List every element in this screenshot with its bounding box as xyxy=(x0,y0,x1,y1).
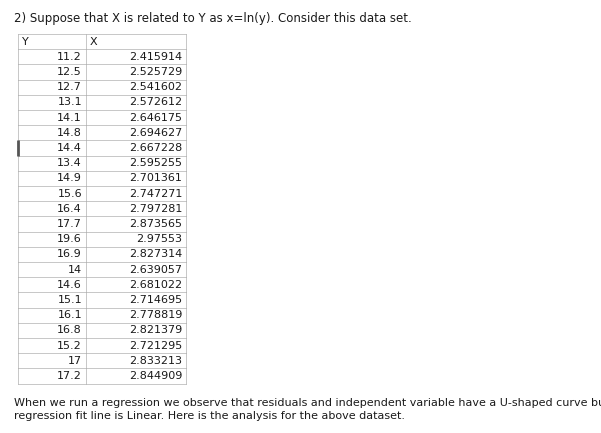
Text: 16.4: 16.4 xyxy=(57,204,82,214)
Text: 2.681022: 2.681022 xyxy=(129,280,182,290)
Text: 15.2: 15.2 xyxy=(57,341,82,351)
Text: 2.646175: 2.646175 xyxy=(129,113,182,123)
Text: 2.873565: 2.873565 xyxy=(129,219,182,229)
Text: 14.6: 14.6 xyxy=(57,280,82,290)
Text: 12.5: 12.5 xyxy=(57,67,82,77)
Text: 13.4: 13.4 xyxy=(57,158,82,168)
Text: 14.1: 14.1 xyxy=(57,113,82,123)
Text: 17.7: 17.7 xyxy=(57,219,82,229)
Text: 17: 17 xyxy=(68,356,82,366)
Text: 13.1: 13.1 xyxy=(57,97,82,107)
Text: 2.667228: 2.667228 xyxy=(129,143,182,153)
Text: X: X xyxy=(90,37,97,47)
Text: 2.778819: 2.778819 xyxy=(129,310,182,320)
Text: 2.415914: 2.415914 xyxy=(129,52,182,62)
Text: 14.9: 14.9 xyxy=(57,173,82,184)
Text: 19.6: 19.6 xyxy=(57,234,82,244)
Text: 2) Suppose that X is related to Y as x=ln(y). Consider this data set.: 2) Suppose that X is related to Y as x=l… xyxy=(14,12,412,25)
Text: 16.9: 16.9 xyxy=(57,249,82,259)
Text: 16.8: 16.8 xyxy=(57,326,82,336)
Text: 2.721295: 2.721295 xyxy=(129,341,182,351)
Text: Y: Y xyxy=(22,37,29,47)
Text: 2.541602: 2.541602 xyxy=(129,82,182,92)
Text: regression fit line is Linear. Here is the analysis for the above dataset.: regression fit line is Linear. Here is t… xyxy=(14,410,405,420)
Text: 2.639057: 2.639057 xyxy=(129,265,182,275)
Text: 2.844909: 2.844909 xyxy=(129,371,182,381)
Text: 2.595255: 2.595255 xyxy=(129,158,182,168)
Text: When we run a regression we observe that residuals and independent variable have: When we run a regression we observe that… xyxy=(14,397,601,407)
Text: 2.821379: 2.821379 xyxy=(129,326,182,336)
Text: 17.2: 17.2 xyxy=(57,371,82,381)
Text: 2.694627: 2.694627 xyxy=(129,128,182,138)
Text: 2.797281: 2.797281 xyxy=(129,204,182,214)
Text: 16.1: 16.1 xyxy=(57,310,82,320)
Text: 15.1: 15.1 xyxy=(57,295,82,305)
Text: 14: 14 xyxy=(68,265,82,275)
Text: 2.97553: 2.97553 xyxy=(136,234,182,244)
Text: 12.7: 12.7 xyxy=(57,82,82,92)
Text: 2.833213: 2.833213 xyxy=(129,356,182,366)
Text: 2.572612: 2.572612 xyxy=(129,97,182,107)
Text: 14.8: 14.8 xyxy=(57,128,82,138)
Text: 2.827314: 2.827314 xyxy=(129,249,182,259)
Text: 2.747271: 2.747271 xyxy=(129,189,182,199)
Text: 2.525729: 2.525729 xyxy=(129,67,182,77)
Text: 2.701361: 2.701361 xyxy=(129,173,182,184)
Text: 11.2: 11.2 xyxy=(57,52,82,62)
Text: 15.6: 15.6 xyxy=(57,189,82,199)
Text: 14.4: 14.4 xyxy=(57,143,82,153)
Text: 2.714695: 2.714695 xyxy=(129,295,182,305)
